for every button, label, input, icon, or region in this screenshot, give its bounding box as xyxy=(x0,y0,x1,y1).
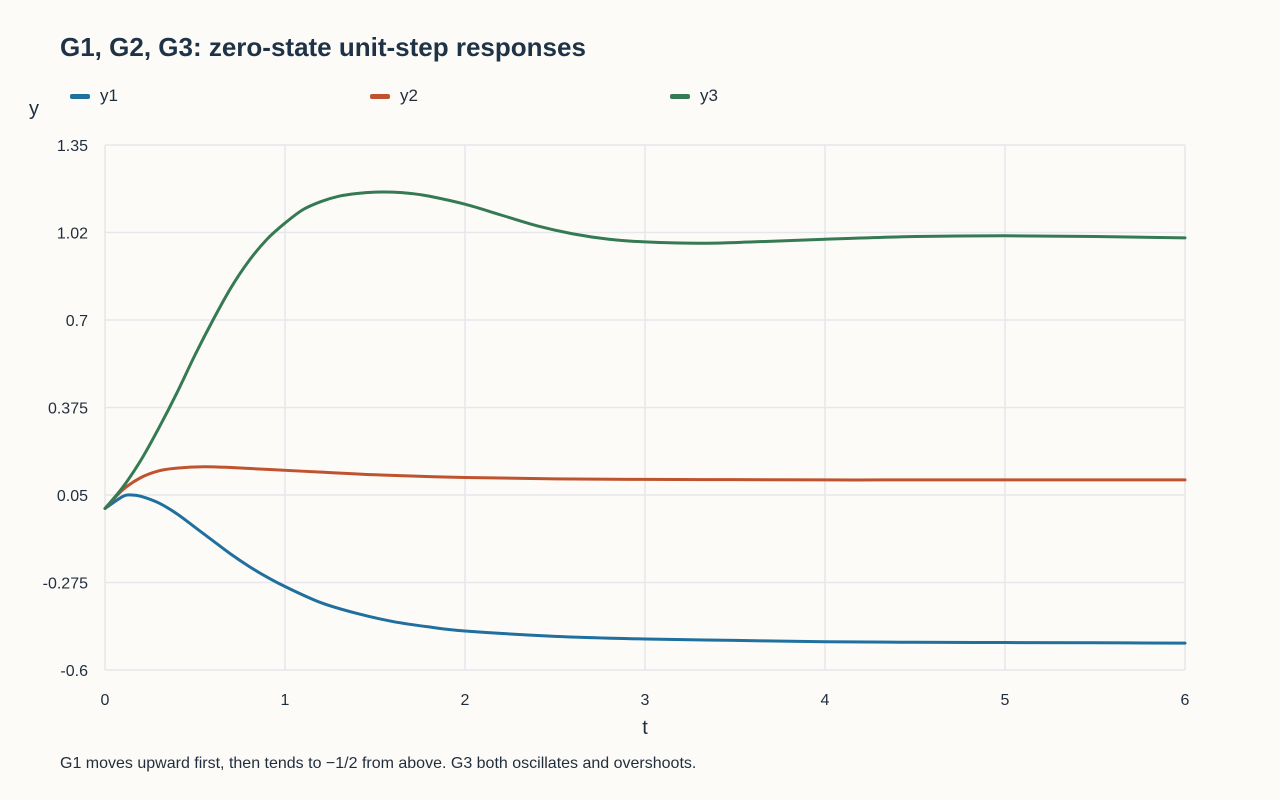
x-tick-label-6: 6 xyxy=(1181,692,1190,709)
x-tick-label-5: 5 xyxy=(1001,692,1010,709)
x-tick-label-3: 3 xyxy=(641,692,650,709)
legend-item-y2: y2 xyxy=(370,86,418,106)
legend-label-y1: y1 xyxy=(100,86,118,105)
x-tick-label-0: 0 xyxy=(101,692,110,709)
y-tick-label-6: -0.6 xyxy=(60,663,88,680)
legend-swatch-y3 xyxy=(670,93,690,99)
legend-swatch-y1 xyxy=(70,93,90,99)
series-line-y2 xyxy=(103,465,1187,510)
series-line-y1 xyxy=(103,493,1187,645)
legend-item-y3: y3 xyxy=(670,86,718,106)
legend-label-y3: y3 xyxy=(700,86,718,105)
y-tick-label-2: 0.7 xyxy=(66,313,88,330)
legend-item-y1: y1 xyxy=(70,86,118,106)
y-tick-label-0: 1.35 xyxy=(57,138,88,155)
legend: y1 y2 y3 xyxy=(0,86,1280,112)
y-tick-label-1: 1.02 xyxy=(57,226,88,243)
x-tick-label-1: 1 xyxy=(281,692,290,709)
y-tick-label-3: 0.375 xyxy=(48,401,88,418)
series-line-y3 xyxy=(103,190,1187,510)
x-tick-label-2: 2 xyxy=(461,692,470,709)
legend-label-y2: y2 xyxy=(400,86,418,105)
chart-title: G1, G2, G3: zero-state unit-step respons… xyxy=(60,32,586,62)
y-axis-title: y xyxy=(29,98,39,120)
x-tick-label-4: 4 xyxy=(821,692,830,709)
chart-footnote: G1 moves upward first, then tends to −1/… xyxy=(60,755,697,772)
y-tick-label-5: -0.275 xyxy=(43,576,88,593)
x-axis-title: t xyxy=(642,717,648,739)
y-tick-label-4: 0.05 xyxy=(57,488,88,505)
legend-swatch-y2 xyxy=(370,93,390,99)
